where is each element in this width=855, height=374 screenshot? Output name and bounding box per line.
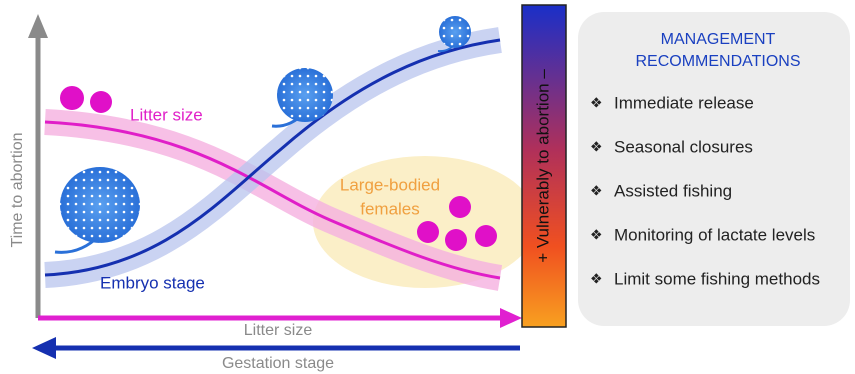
panel-title: RECOMMENDATIONS xyxy=(635,53,800,70)
bullet: ❖ xyxy=(590,271,603,287)
x-axis-label: Litter size xyxy=(244,322,313,339)
litter-axis-arrowhead xyxy=(500,308,522,328)
bullet: ❖ xyxy=(590,227,603,243)
gestation-axis-arrowhead xyxy=(32,337,56,359)
x-axis-label: Gestation stage xyxy=(222,355,334,372)
ray-large xyxy=(55,167,140,252)
recommendation: Seasonal closures xyxy=(614,137,753,156)
vulnerability-label: + Vulnerably to abortion – xyxy=(533,69,552,263)
recommendation: Limit some fishing methods xyxy=(614,269,820,288)
bullet: ❖ xyxy=(590,183,603,199)
diagram: Time to abortion Litter size Embryo stag… xyxy=(0,0,855,374)
bullet: ❖ xyxy=(590,139,603,155)
highlight-label: Large-bodied xyxy=(340,175,440,194)
bullet: ❖ xyxy=(590,95,603,111)
recommendation: Immediate release xyxy=(614,93,754,112)
recommendation: Monitoring of lactate levels xyxy=(614,225,815,244)
y-axis-label: Time to abortion xyxy=(9,132,26,247)
panel-title: MANAGEMENT xyxy=(661,31,776,48)
figure: Time to abortion Litter size Embryo stag… xyxy=(0,0,855,374)
litter-curve-label: Litter size xyxy=(130,105,203,124)
y-axis-arrowhead xyxy=(28,14,48,38)
recommendation: Assisted fishing xyxy=(614,181,732,200)
embryo-curve-label: Embryo stage xyxy=(100,273,205,292)
highlight-label: females xyxy=(360,199,420,218)
